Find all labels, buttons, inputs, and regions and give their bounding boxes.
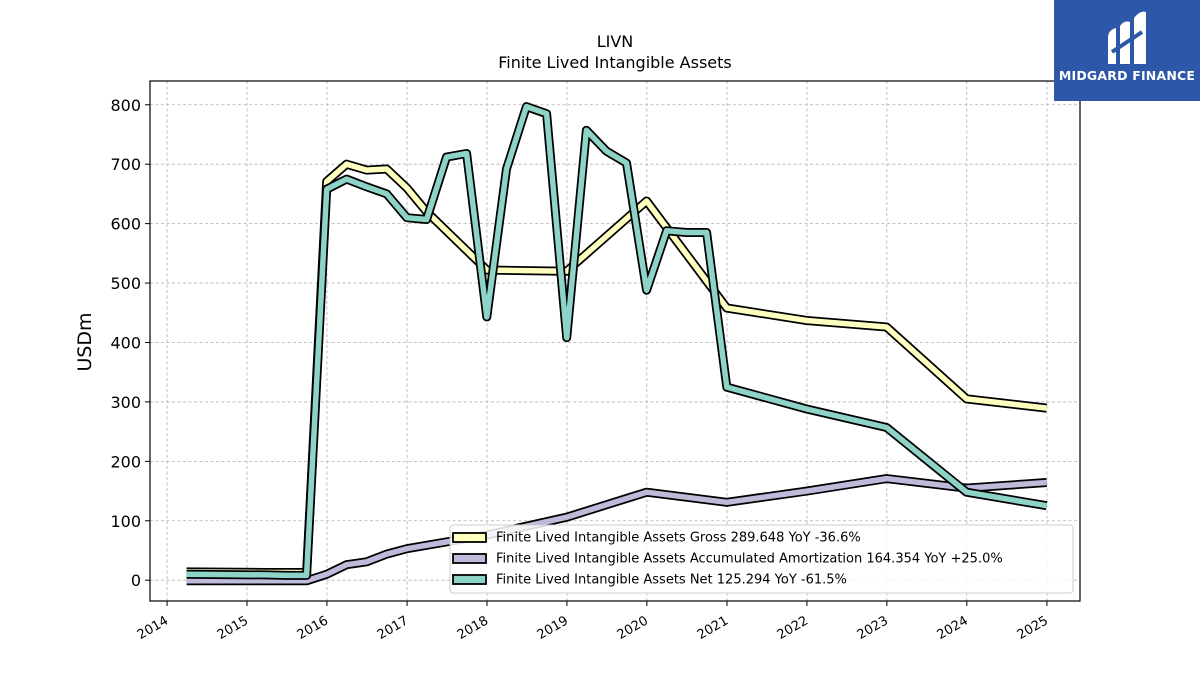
x-tick-label: 2025 xyxy=(1015,613,1051,643)
y-tick-label: 600 xyxy=(110,215,141,234)
x-tick-label: 2017 xyxy=(375,613,411,643)
legend-box xyxy=(449,524,1074,594)
x-tick-label: 2024 xyxy=(935,613,971,643)
y-tick-label: 0 xyxy=(131,571,141,590)
x-tick-label: 2020 xyxy=(615,613,651,643)
chart-title: LIVN xyxy=(597,32,634,51)
logo-text: MIDGARD FINANCE xyxy=(1058,68,1196,83)
legend-swatch xyxy=(452,553,487,564)
legend-swatch xyxy=(452,574,487,585)
x-tick-label: 2019 xyxy=(535,613,571,643)
legend: Finite Lived Intangible Assets Gross 289… xyxy=(449,524,1074,594)
y-tick-label: 200 xyxy=(110,452,141,471)
y-ticks: 0 100 200 300 400 500 600 700 800 xyxy=(110,96,150,590)
legend-swatch xyxy=(452,532,487,543)
x-ticks: 2014 2015 2016 2017 2018 2019 2020 2021 2022 2023… xyxy=(135,601,1051,643)
x-tick-label: 2015 xyxy=(215,613,251,643)
chart-subtitle: Finite Lived Intangible Assets xyxy=(498,53,731,72)
series-lines xyxy=(186,102,1048,586)
x-tick-label: 2016 xyxy=(295,613,331,643)
x-tick-label: 2021 xyxy=(695,613,731,643)
y-tick-label: 100 xyxy=(110,512,141,531)
x-tick-label: 2022 xyxy=(775,613,811,643)
legend-entry: Finite Lived Intangible Assets Accumulat… xyxy=(496,552,1003,567)
legend-entry: Finite Lived Intangible Assets Net 125.2… xyxy=(496,573,847,588)
y-tick-label: 400 xyxy=(110,333,141,352)
y-tick-label: 800 xyxy=(110,96,141,115)
x-tick-label: 2023 xyxy=(855,613,891,643)
series-line-3 xyxy=(186,103,1048,579)
y-axis-label: USDm xyxy=(74,312,96,371)
x-tick-label: 2014 xyxy=(135,613,171,643)
y-tick-label: 500 xyxy=(110,274,141,293)
y-tick-label: 300 xyxy=(110,393,141,412)
y-tick-label: 700 xyxy=(110,155,141,174)
x-tick-label: 2018 xyxy=(455,613,491,643)
logo: MIDGARD FINANCE xyxy=(1054,0,1200,101)
midgard-logo-icon xyxy=(1108,11,1146,65)
plot-frame xyxy=(149,80,1081,602)
legend-entry: Finite Lived Intangible Assets Gross 289… xyxy=(496,531,861,546)
